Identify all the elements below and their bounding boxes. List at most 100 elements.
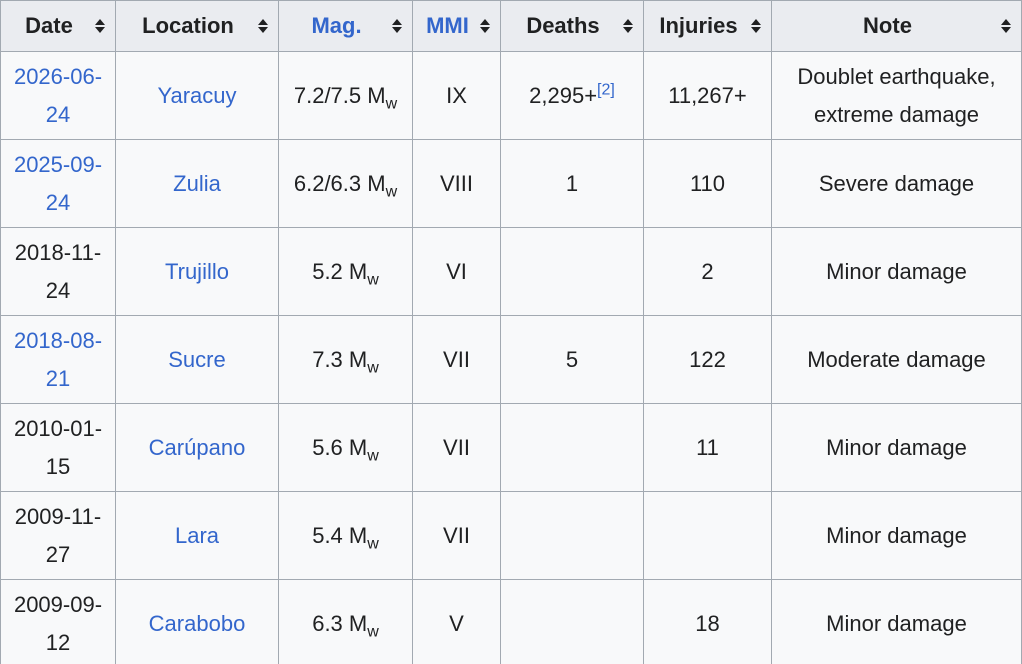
note-cell: Moderate damage	[771, 315, 1022, 404]
magnitude-unit: w	[367, 622, 379, 640]
sort-arrow	[1001, 19, 1011, 25]
header-label: Date	[25, 13, 73, 38]
column-header[interactable]: MMI	[412, 0, 501, 52]
date[interactable]: 2025-09-24	[13, 151, 103, 215]
injuries: 110	[689, 170, 726, 196]
magnitude-unit: w	[367, 270, 379, 288]
injuries: 18	[695, 610, 720, 636]
date-cell: 2018-08-21	[0, 315, 116, 404]
location-link[interactable]: Sucre	[168, 346, 226, 372]
sort-icon[interactable]	[623, 19, 633, 33]
location-link[interactable]: Yaracuy	[157, 82, 237, 108]
deaths: 1	[565, 170, 579, 196]
sort-icon[interactable]	[1001, 19, 1011, 33]
injuries-cell: 2	[643, 227, 772, 316]
location-link[interactable]: Zulia	[173, 170, 221, 196]
magnitude: 5.4 M	[312, 522, 368, 548]
table-row: 2009-09-12 Carabobo 6.3 Mw V 18 Minor damage	[0, 579, 1022, 664]
header-label: Injuries	[659, 13, 738, 38]
location-link[interactable]: Carúpano	[148, 434, 246, 460]
magnitude-cell: 5.4 Mw	[278, 491, 413, 580]
magnitude-cell: 7.3 Mw	[278, 315, 413, 404]
location-cell: Sucre	[115, 315, 279, 404]
note: Moderate damage	[807, 346, 986, 372]
table-row: 2009-11-27 Lara 5.4 Mw VII Minor damage	[0, 491, 1022, 580]
note: Severe damage	[818, 170, 975, 196]
deaths: 5	[565, 346, 579, 372]
magnitude: 5.2 M	[312, 258, 368, 284]
sort-icon[interactable]	[751, 19, 761, 33]
deaths-cell	[500, 579, 644, 664]
mmi: V	[449, 610, 464, 636]
mmi: VII	[443, 434, 470, 460]
sort-arrow	[1001, 27, 1011, 33]
date[interactable]: 2026-06-24	[13, 63, 103, 127]
deaths: 2,295+	[529, 82, 598, 108]
injuries-cell: 110	[643, 139, 772, 228]
table-row: 2010-01-15 Carúpano 5.6 Mw VII 11 Minor damag…	[0, 403, 1022, 492]
location-cell: Trujillo	[115, 227, 279, 316]
mmi-cell: VII	[412, 315, 501, 404]
column-header[interactable]: Mag.	[278, 0, 413, 52]
column-header[interactable]: Deaths	[500, 0, 644, 52]
table-row: 2025-09-24 Zulia 6.2/6.3 Mw VIII 1 110 Severe …	[0, 139, 1022, 228]
date: 2009-11-27	[14, 503, 102, 567]
magnitude-unit: w	[385, 94, 398, 112]
magnitude: 7.2/7.5 M	[293, 82, 386, 108]
mmi-cell: VIII	[412, 139, 501, 228]
location-link[interactable]: Trujillo	[165, 258, 229, 284]
sort-arrow	[751, 19, 761, 25]
sort-icon[interactable]	[480, 19, 490, 33]
injuries-cell: 11,267+	[643, 51, 772, 140]
sort-arrow	[392, 19, 402, 25]
sort-arrow	[258, 27, 268, 33]
column-header[interactable]: Injuries	[643, 0, 772, 52]
injuries-cell: 18	[643, 579, 772, 664]
magnitude: 6.2/6.3 M	[293, 170, 386, 196]
sort-arrow	[623, 27, 633, 33]
location-link[interactable]: Carabobo	[148, 610, 246, 636]
date[interactable]: 2018-08-21	[13, 327, 103, 391]
sort-arrow	[95, 19, 105, 25]
magnitude-unit: w	[367, 446, 379, 464]
note: Minor damage	[826, 610, 967, 636]
column-header[interactable]: Date	[0, 0, 116, 52]
mmi-cell: IX	[412, 51, 501, 140]
sort-icon[interactable]	[258, 19, 268, 33]
deaths-cell: 2,295+[2]	[500, 51, 644, 140]
header-label: Location	[142, 13, 234, 38]
header-label[interactable]: MMI	[426, 13, 469, 38]
column-header[interactable]: Note	[771, 0, 1022, 52]
header-label: Note	[863, 13, 912, 38]
sort-arrow	[751, 27, 761, 33]
table-row: 2018-08-21 Sucre 7.3 Mw VII 5 122 Moderate dam…	[0, 315, 1022, 404]
table-row: 2026-06-24 Yaracuy 7.2/7.5 Mw IX 2,295+[2] 11…	[0, 51, 1022, 140]
reference-link[interactable]: [2]	[597, 81, 615, 99]
sort-arrow	[95, 27, 105, 33]
location-link[interactable]: Lara	[174, 522, 220, 548]
note-cell: Severe damage	[771, 139, 1022, 228]
mmi: VII	[443, 522, 470, 548]
note: Minor damage	[826, 522, 967, 548]
date: 2010-01-15	[13, 415, 103, 479]
magnitude-cell: 6.3 Mw	[278, 579, 413, 664]
magnitude: 7.3 M	[312, 346, 368, 372]
sort-icon[interactable]	[392, 19, 402, 33]
date-cell: 2018-11-24	[0, 227, 116, 316]
magnitude-cell: 5.2 Mw	[278, 227, 413, 316]
location-cell: Zulia	[115, 139, 279, 228]
magnitude-cell: 5.6 Mw	[278, 403, 413, 492]
header-label[interactable]: Mag.	[311, 13, 362, 38]
date: 2018-11-24	[14, 239, 102, 303]
magnitude-unit: w	[385, 182, 398, 200]
magnitude-cell: 6.2/6.3 Mw	[278, 139, 413, 228]
note-cell: Minor damage	[771, 579, 1022, 664]
date: 2009-09-12	[13, 591, 103, 655]
table-row: 2018-11-24 Trujillo 5.2 Mw VI 2 Minor damage	[0, 227, 1022, 316]
column-header[interactable]: Location	[115, 0, 279, 52]
sort-icon[interactable]	[95, 19, 105, 33]
location-cell: Lara	[115, 491, 279, 580]
date-cell: 2010-01-15	[0, 403, 116, 492]
